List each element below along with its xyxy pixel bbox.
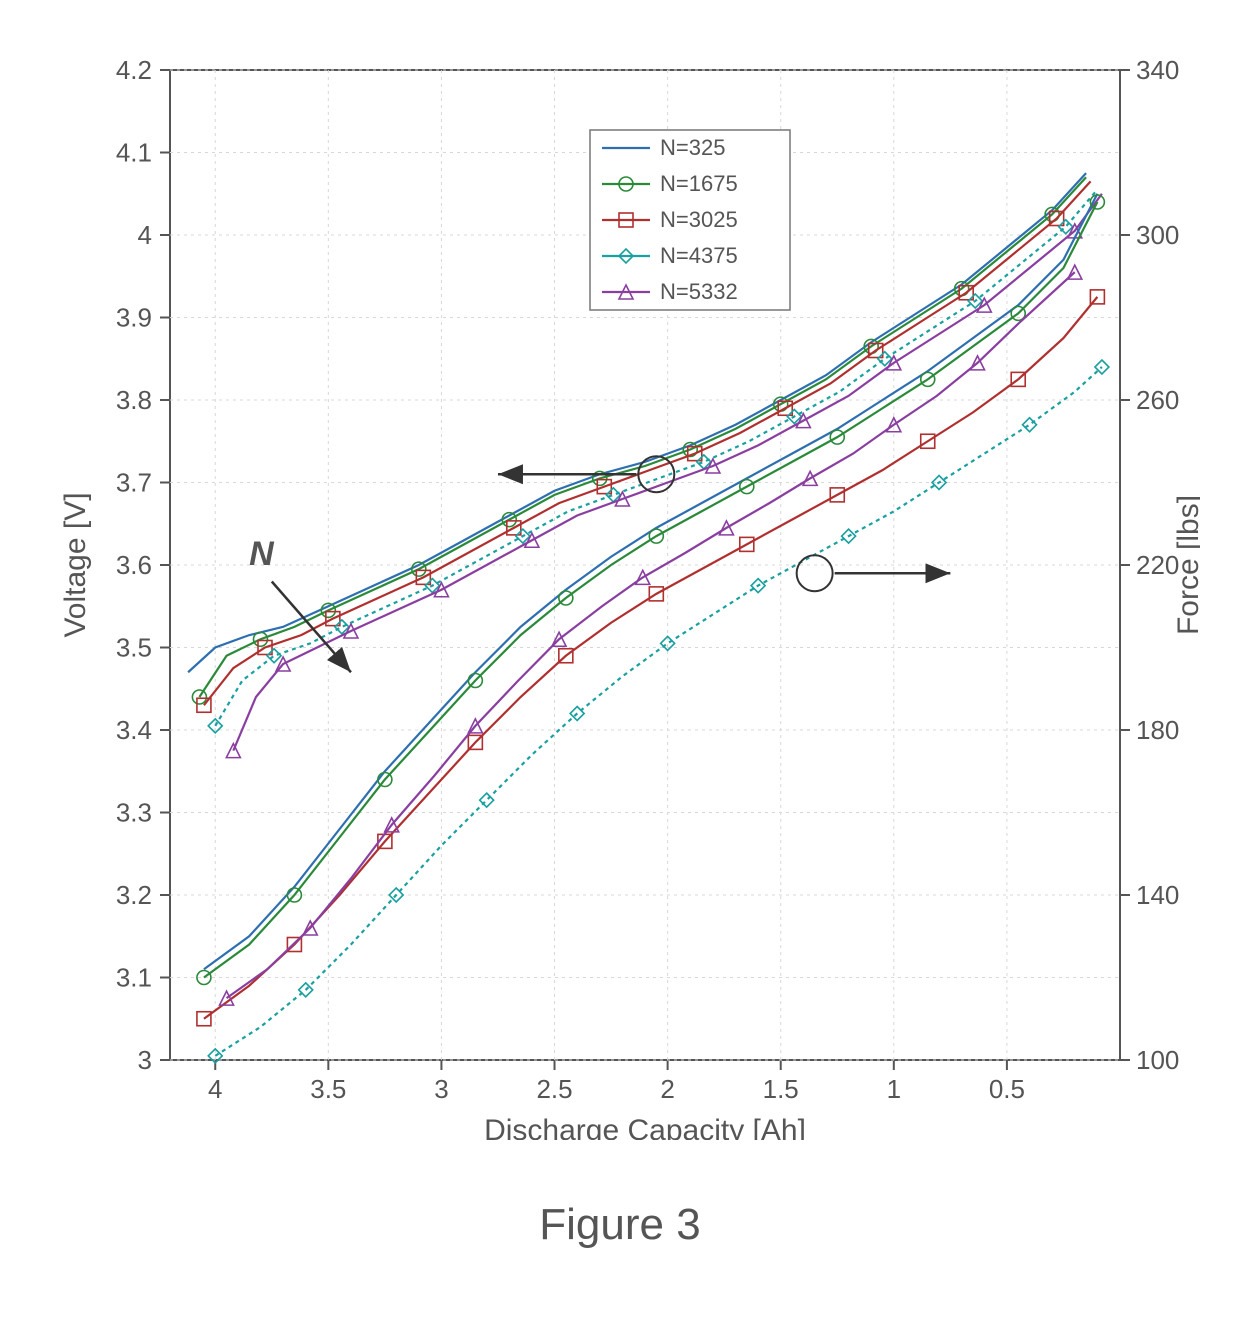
svg-text:0.5: 0.5 bbox=[989, 1074, 1025, 1104]
svg-text:4.2: 4.2 bbox=[116, 55, 152, 85]
svg-text:N=1675: N=1675 bbox=[660, 171, 738, 196]
svg-text:3.5: 3.5 bbox=[310, 1074, 346, 1104]
svg-text:N: N bbox=[249, 535, 275, 573]
series bbox=[220, 265, 1082, 1005]
legend: N=325 N=1675 N=3025 N=4375 N=5332 bbox=[590, 130, 790, 310]
dual-axis-chart: 4 3.5 3 2.5 2 1.5 1 0.5 3 3.1 3.2 3.3 3.4 3.5 3.6 3.7 3.… bbox=[40, 40, 1200, 1140]
svg-text:3.3: 3.3 bbox=[116, 798, 152, 828]
svg-text:N=3025: N=3025 bbox=[660, 207, 738, 232]
svg-text:3.2: 3.2 bbox=[116, 880, 152, 910]
svg-text:340: 340 bbox=[1136, 55, 1179, 85]
svg-text:1: 1 bbox=[887, 1074, 901, 1104]
svg-text:300: 300 bbox=[1136, 220, 1179, 250]
svg-text:N=325: N=325 bbox=[660, 135, 725, 160]
svg-text:100: 100 bbox=[1136, 1045, 1179, 1075]
svg-text:4.1: 4.1 bbox=[116, 138, 152, 168]
chart-container: 4 3.5 3 2.5 2 1.5 1 0.5 3 3.1 3.2 3.3 3.4 3.5 3.6 3.7 3.… bbox=[40, 40, 1200, 1145]
svg-text:Force [lbs]: Force [lbs] bbox=[1172, 495, 1200, 635]
svg-text:3.4: 3.4 bbox=[116, 715, 152, 745]
series bbox=[208, 360, 1109, 1063]
svg-text:3.1: 3.1 bbox=[116, 963, 152, 993]
series bbox=[197, 195, 1104, 985]
svg-text:1.5: 1.5 bbox=[763, 1074, 799, 1104]
svg-text:N=5332: N=5332 bbox=[660, 279, 738, 304]
svg-text:3.6: 3.6 bbox=[116, 550, 152, 580]
svg-text:180: 180 bbox=[1136, 715, 1179, 745]
svg-text:260: 260 bbox=[1136, 385, 1179, 415]
svg-text:3.5: 3.5 bbox=[116, 633, 152, 663]
svg-text:4: 4 bbox=[208, 1074, 222, 1104]
svg-text:140: 140 bbox=[1136, 880, 1179, 910]
svg-text:4: 4 bbox=[138, 220, 152, 250]
svg-text:3.9: 3.9 bbox=[116, 303, 152, 333]
figure-caption: Figure 3 bbox=[0, 1200, 1240, 1250]
svg-text:3.7: 3.7 bbox=[116, 468, 152, 498]
svg-text:3: 3 bbox=[138, 1045, 152, 1075]
svg-text:3.8: 3.8 bbox=[116, 385, 152, 415]
page: { "caption": "Figure 3", "chart": { "typ… bbox=[0, 0, 1240, 1328]
svg-text:2.5: 2.5 bbox=[536, 1074, 572, 1104]
svg-text:2: 2 bbox=[660, 1074, 674, 1104]
svg-text:Discharge Capacity [Ah]: Discharge Capacity [Ah] bbox=[484, 1114, 806, 1140]
svg-text:3: 3 bbox=[434, 1074, 448, 1104]
svg-text:Voltage [V]: Voltage [V] bbox=[59, 492, 92, 637]
svg-text:N=4375: N=4375 bbox=[660, 243, 738, 268]
